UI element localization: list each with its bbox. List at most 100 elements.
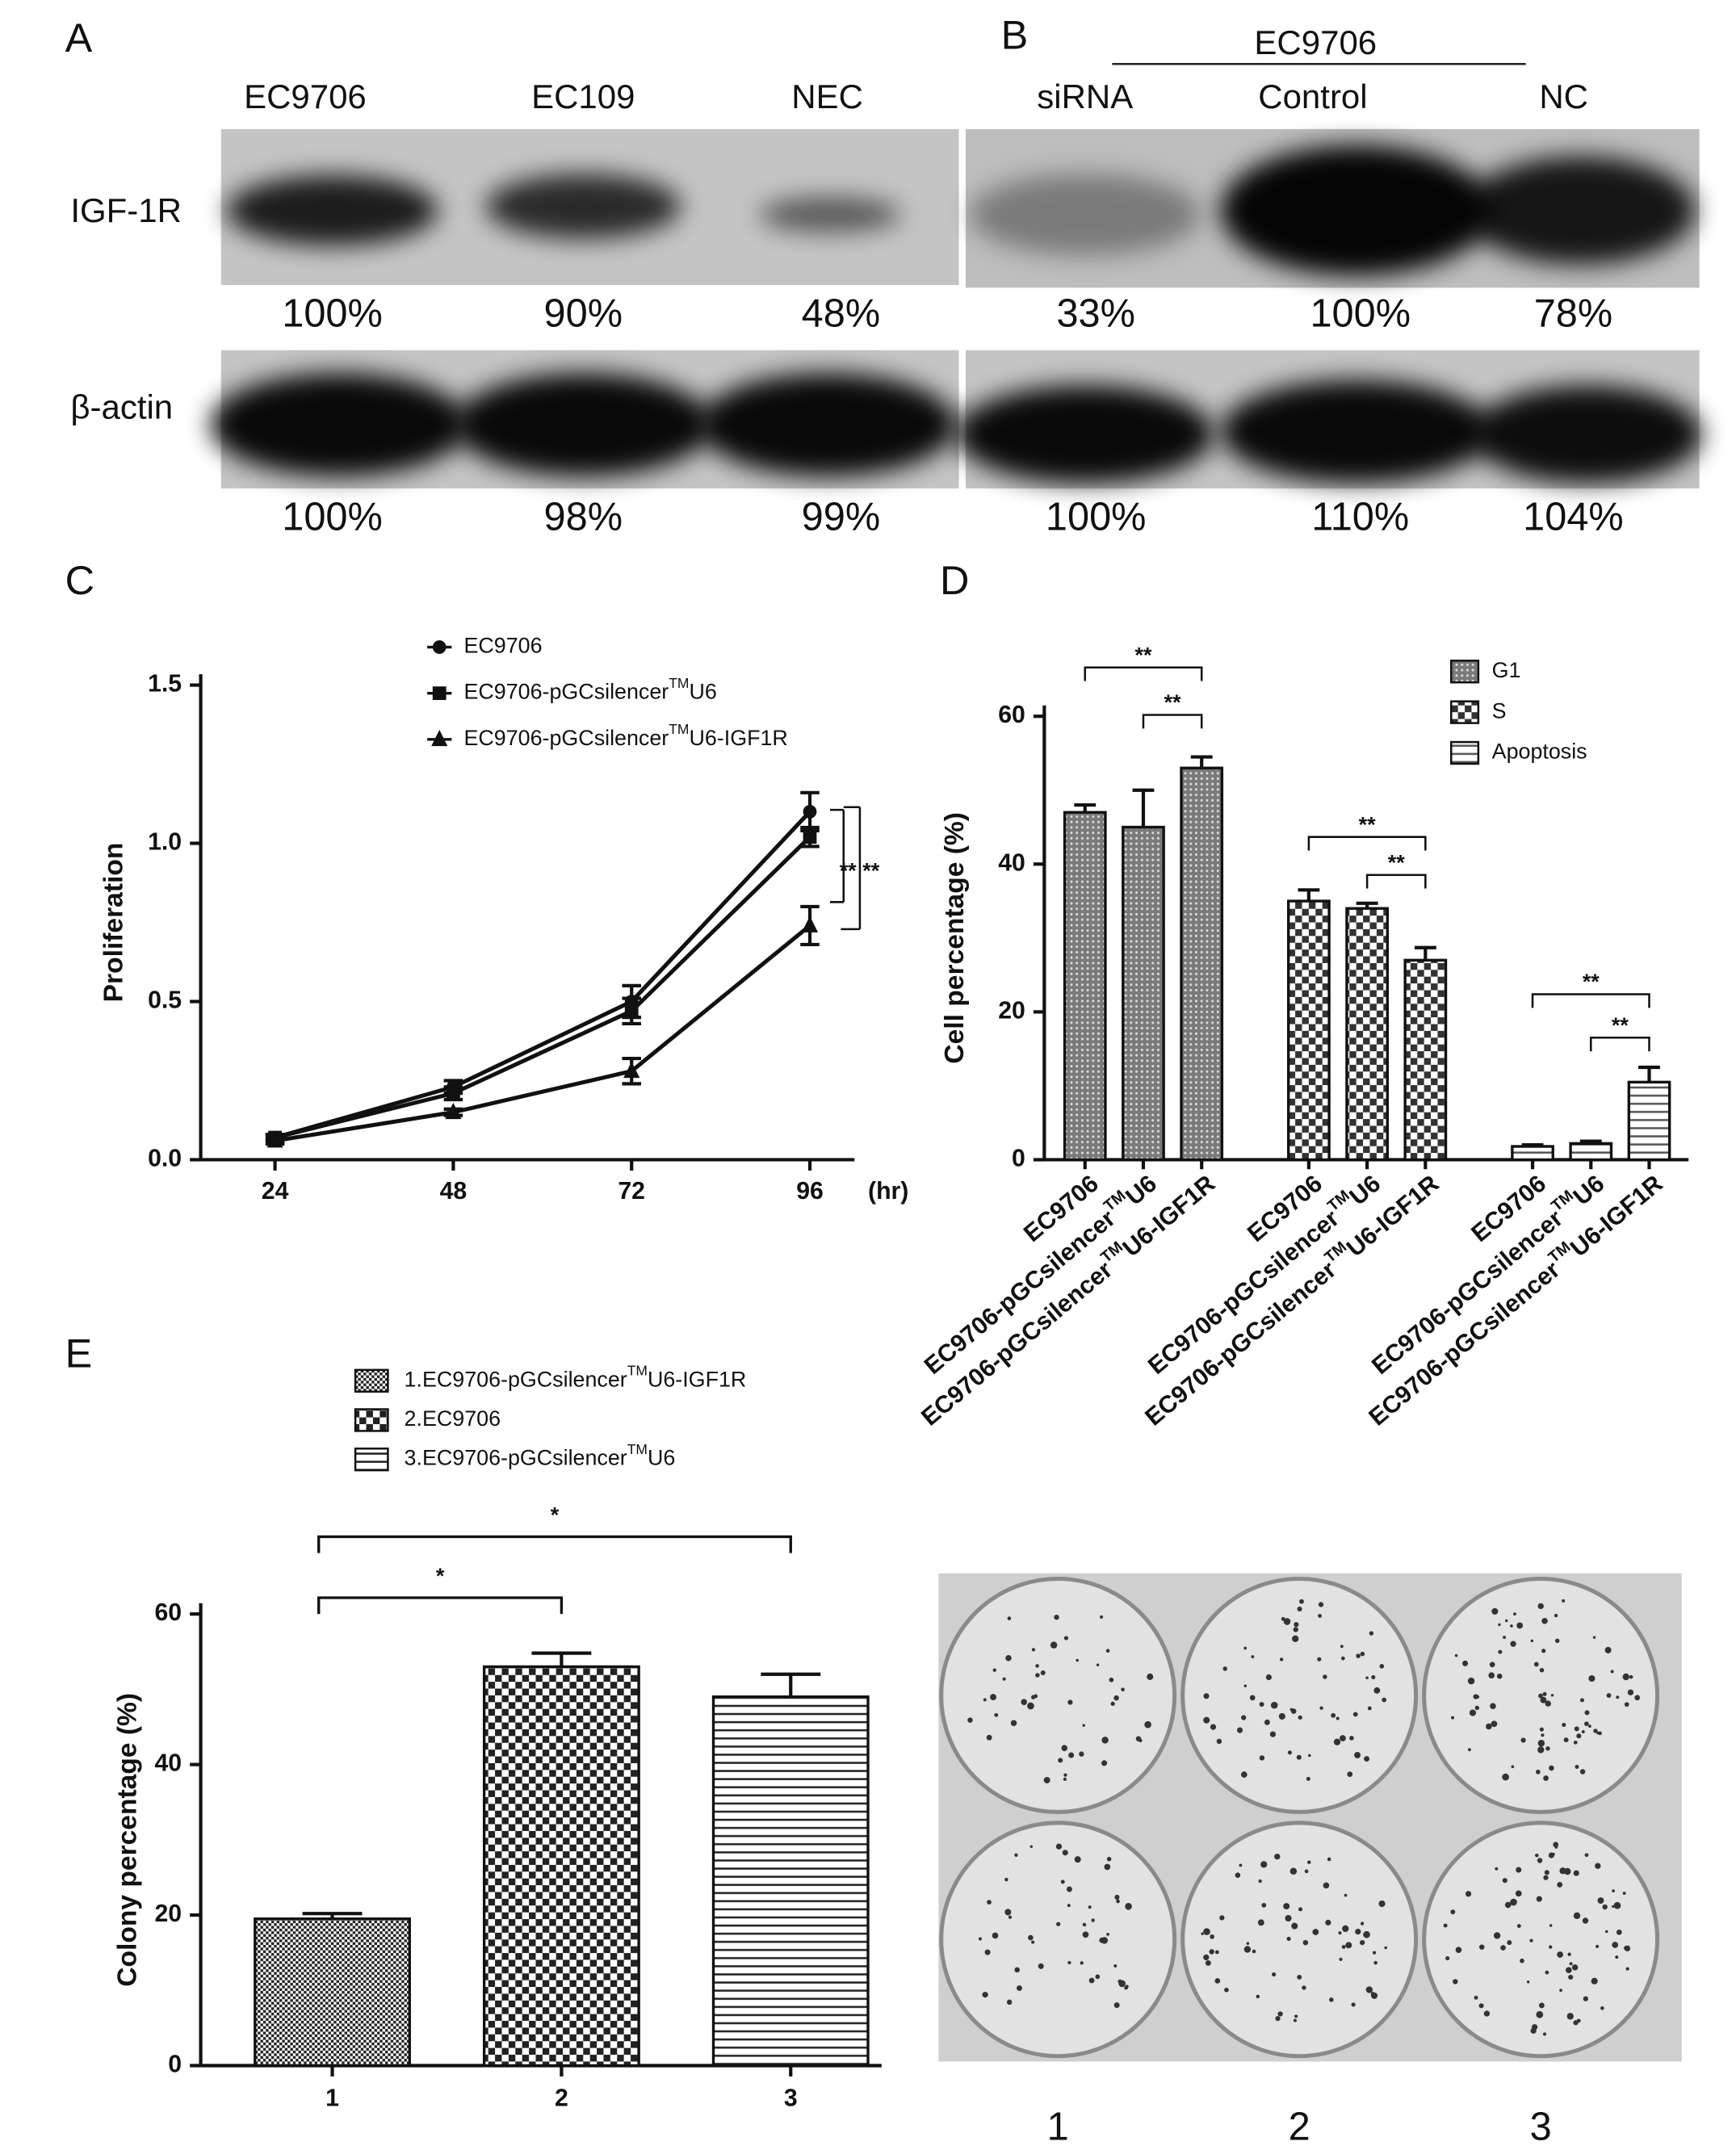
colony — [1269, 1731, 1277, 1737]
blot-band — [210, 373, 468, 476]
colony — [1076, 1658, 1080, 1662]
colony — [1543, 1875, 1549, 1880]
panel-label: A — [65, 15, 93, 61]
colony — [1573, 1740, 1578, 1745]
x-tick-label: 24 — [262, 1178, 289, 1205]
colony — [1352, 1712, 1358, 1717]
bar — [711, 1695, 870, 2068]
colony — [1060, 1880, 1065, 1884]
text-part: U6-IGF1R — [648, 1367, 746, 1391]
colony — [1536, 1896, 1542, 1902]
colony — [1580, 1698, 1584, 1703]
colony — [1239, 1863, 1243, 1867]
colony — [1354, 1751, 1361, 1758]
legend-swatch — [354, 1447, 389, 1472]
colony — [1629, 1674, 1633, 1679]
bar — [1122, 825, 1165, 1162]
colony — [1483, 2010, 1491, 2017]
colony — [1101, 1760, 1108, 1766]
colony — [1340, 1735, 1346, 1741]
colony — [1536, 2011, 1544, 2018]
text-part: TM — [669, 675, 689, 691]
lane-label: NEC — [791, 78, 863, 115]
colony — [1610, 1670, 1614, 1674]
colony — [1474, 1705, 1480, 1711]
colony — [1537, 1603, 1544, 1610]
blot-band — [1220, 145, 1492, 276]
bar — [1511, 1145, 1554, 1162]
significance: ** — [1135, 643, 1152, 667]
colony — [1634, 1695, 1641, 1701]
colony — [1520, 1958, 1524, 1963]
colony — [1371, 1992, 1378, 1999]
marker — [624, 1004, 639, 1018]
percent-label: 100% — [282, 496, 383, 539]
colony — [1513, 1612, 1516, 1616]
colony — [1144, 1720, 1151, 1729]
colony — [1101, 1737, 1109, 1744]
colony — [1491, 1720, 1498, 1728]
x-tick-label: 1 — [325, 2085, 339, 2111]
bar — [1345, 907, 1389, 1162]
colony — [1554, 1613, 1558, 1618]
colony — [994, 1712, 999, 1717]
colony — [1503, 1636, 1507, 1640]
colony — [1312, 1929, 1319, 1935]
bar — [1627, 1080, 1671, 1162]
well — [939, 1821, 1177, 2059]
colony — [1050, 1641, 1058, 1649]
colony — [1031, 1648, 1036, 1652]
colony — [1124, 1985, 1129, 1990]
text-part: TM — [669, 721, 689, 737]
text-part: TM — [627, 1362, 648, 1378]
y-tick-label: 1.5 — [148, 671, 182, 698]
colony — [1622, 1673, 1629, 1681]
bracket — [1084, 666, 1203, 681]
colony — [1516, 1924, 1521, 1928]
colony — [1596, 1944, 1600, 1949]
photo-label: 3 — [1530, 2105, 1552, 2148]
colony — [1567, 1952, 1571, 1956]
colony — [1504, 1901, 1512, 1909]
row-label: IGF-1R — [70, 191, 182, 229]
colony — [1027, 1702, 1034, 1710]
significance: ** — [862, 858, 879, 882]
text-part: 2.EC9706 — [405, 1406, 501, 1431]
colony — [1612, 1889, 1615, 1893]
colony — [1554, 1846, 1558, 1849]
colony — [1573, 1870, 1579, 1876]
error-bar — [1190, 755, 1213, 769]
legend-label: 3.EC9706-pGCsilencerTMU6 — [405, 1441, 676, 1470]
marker — [266, 1131, 283, 1148]
colony — [1214, 1950, 1219, 1955]
colony — [1067, 1960, 1071, 1965]
colony — [1317, 1657, 1322, 1662]
colony — [1473, 1694, 1478, 1699]
colony — [1082, 1922, 1087, 1927]
colony — [1113, 1964, 1117, 1968]
colony — [1624, 1702, 1629, 1708]
colony — [1537, 1740, 1545, 1747]
bar — [1403, 958, 1448, 1162]
bar — [1063, 811, 1107, 1162]
colony — [1285, 1914, 1292, 1922]
colony — [1323, 1882, 1330, 1889]
colony — [984, 1949, 991, 1955]
lane-label: Control — [1258, 78, 1367, 115]
significance: ** — [1359, 812, 1376, 836]
blot-band — [485, 174, 681, 239]
series-line — [275, 924, 811, 1143]
colony — [1604, 1646, 1612, 1653]
colony — [1495, 1867, 1499, 1871]
y-tick-label: 60 — [998, 702, 1025, 728]
legend-swatch — [1450, 700, 1480, 724]
colony — [1205, 1960, 1211, 1966]
y-tick-label: 40 — [998, 849, 1025, 876]
colony — [1498, 1623, 1501, 1627]
percent-label: 110% — [1311, 496, 1409, 539]
colony — [1241, 1715, 1247, 1720]
colony — [1095, 1974, 1101, 1980]
colony — [1543, 1775, 1549, 1781]
colony — [1584, 1853, 1589, 1858]
